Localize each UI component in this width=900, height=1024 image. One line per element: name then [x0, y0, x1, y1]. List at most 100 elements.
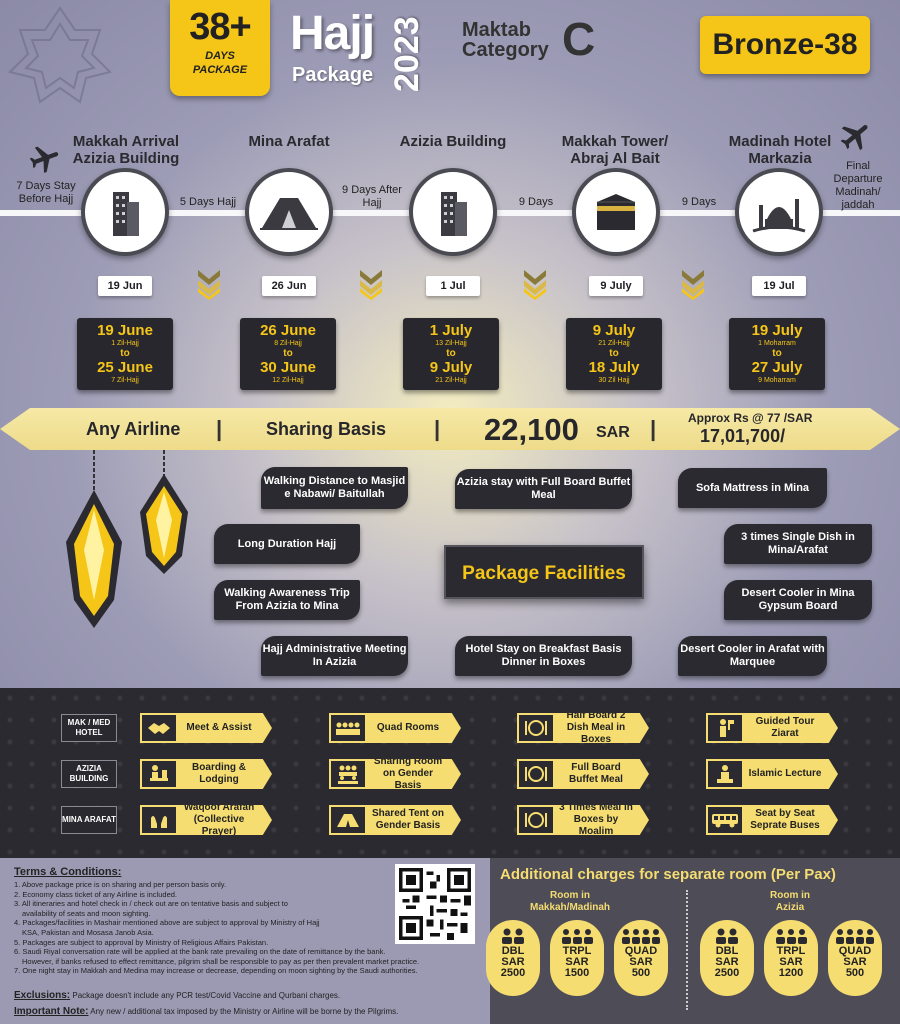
room-amount: 500 [845, 967, 865, 979]
range-to-word: to [772, 348, 782, 359]
stop-circle-madinah-hotel [735, 168, 823, 256]
stop-circle-makkah-arrival [81, 168, 169, 256]
terms-list: 1. Above package price is on sharing and… [14, 880, 494, 976]
room-makkah-madinah-label: Room in Makkah/Madinah [529, 890, 611, 913]
date-range-box-3: 1 July 13 Zil-Hajj to 9 July 21 Zil-Hajj [403, 318, 499, 390]
stop-title-madinah-hotel: Madinah Hotel Markazia [728, 133, 832, 167]
room-option-trpl-azizia: TRPL SAR 1200 [764, 920, 818, 996]
range-to: 27 July [751, 359, 803, 376]
qr-code[interactable] [395, 864, 475, 944]
terms-item: 5. Packages are subject to approval by M… [14, 937, 269, 947]
room-option-quad-azizia: QUAD SAR 500 [828, 920, 882, 996]
service-full-board: Full Board Buffet Meal [517, 759, 649, 789]
plate-icon [519, 715, 553, 741]
room-type: TRPL [562, 945, 592, 957]
qr-code-icon [399, 868, 471, 940]
room-currency: SAR [779, 956, 803, 968]
building-icon [113, 192, 139, 236]
terms-item: KSA, Pakistan and Mosasa Janob Asia. [22, 927, 154, 937]
terms-item: 1. Above package price is on sharing and… [14, 880, 227, 889]
before-hajj-label: 7 Days Stay Before Hajj [16, 180, 76, 205]
room-amount: 1200 [778, 967, 804, 979]
range-to: 9 July [429, 359, 473, 376]
room-type: DBL [501, 945, 525, 957]
room-currency: SAR [629, 956, 653, 968]
stop-circle-azizia [409, 168, 497, 256]
bus-icon [708, 807, 742, 833]
package-tier-badge: Bronze-38 [700, 16, 870, 74]
airplane-departure-icon [840, 125, 868, 151]
stop-title-makkah-tower: Makkah Tower/ Abraj Al Bait [561, 133, 669, 167]
guide-icon [708, 715, 742, 741]
service-buses: Seat by Seat Seprate Buses [706, 805, 838, 835]
row-label-azizia: AZIZIA BUILDING [61, 760, 117, 788]
days-package-badge: 38+ DAYS PACKAGE [170, 0, 270, 96]
important-note-text: Any new / additional tax imposed by the … [90, 1007, 399, 1016]
range-to-hijri: 12 Zil-Hajj [272, 377, 304, 384]
service-half-board: Half Board 2 Dish Meal in Boxes [517, 713, 649, 743]
facility-desert-cooler-mina: Desert Cooler in Mina Gypsum Board [724, 580, 872, 620]
chevron-down-icon [682, 270, 704, 300]
terms-title: Terms & Conditions: [14, 866, 122, 878]
important-note-label: Important Note: [14, 1006, 89, 1017]
terms-item: 3. All itineraries and hotel check in / … [14, 899, 288, 909]
stop-circle-makkah-tower [572, 168, 660, 256]
separator: | [434, 416, 441, 441]
islamic-star-pattern-icon [8, 6, 112, 104]
range-to: 25 June [97, 359, 153, 376]
range-from: 19 June [97, 322, 153, 339]
room-currency: SAR [501, 956, 525, 968]
chevron-down-icon [524, 270, 546, 300]
sharing-label: Sharing Basis [266, 419, 387, 439]
room-type: DBL [715, 945, 739, 957]
range-to: 30 June [260, 359, 316, 376]
range-from: 26 June [260, 322, 316, 339]
important-note: Important Note: Any new / additional tax… [14, 1006, 398, 1017]
airline-label: Any Airline [86, 419, 181, 439]
facility-awareness-trip: Walking Awareness Trip From Azizia to Mi… [214, 580, 360, 620]
date-range-box-1: 19 June 1 Zil-Hajj to 25 June 7 Zil-Hajj [77, 318, 173, 390]
row-label-mina: MINA ARAFAT [61, 806, 117, 834]
facility-walking-distance: Walking Distance to Masjid e Nabawi/ Bai… [261, 467, 408, 509]
people-icon [331, 715, 365, 741]
days-label: DAYS [205, 50, 235, 62]
people-icon [622, 929, 660, 944]
page-title: Hajj [290, 7, 375, 60]
range-from-hijri: 13 Zil-Hajj [435, 340, 467, 347]
stop-title-azizia: Azizia Building [399, 133, 507, 150]
room-option-quad: QUAD SAR 500 [614, 920, 668, 996]
stop-title-mina-arafat: Mina Arafat [248, 133, 330, 150]
room-option-dbl-azizia: DBL SAR 2500 [700, 920, 754, 996]
facility-single-dish: 3 times Single Dish in Mina/Arafat [724, 524, 872, 564]
airplane-arrival-icon [29, 146, 59, 173]
gap-label-1: 5 Days Hajj [179, 196, 237, 208]
room-option-dbl: DBL SAR 2500 [486, 920, 540, 996]
gap-label-2: 9 Days After Hajj [342, 184, 402, 209]
price-banner [0, 408, 900, 450]
service-three-meals: 3 Times Meal in Boxes by Moalim [517, 805, 649, 835]
people-icon [562, 929, 593, 944]
service-boarding-lodging: Boarding & Lodging [140, 759, 272, 789]
terms-item: 7. One night stay in Makkah and Medina m… [14, 966, 418, 976]
kaaba-icon [597, 194, 635, 230]
tent-icon [331, 807, 365, 833]
service-guided-tour: Guided Tour Ziarat [706, 713, 838, 743]
plate-icon [519, 761, 553, 787]
approx-rate-label: Approx Rs @ 77 /SAR [688, 411, 813, 425]
room-type: QUAD [624, 945, 658, 957]
room-amount: 1500 [564, 967, 590, 979]
date-pill-3: 1 Jul [426, 276, 480, 296]
package-facilities-title: Package Facilities [444, 545, 644, 599]
facility-azizia-stay: Azizia stay with Full Board Buffet Meal [455, 469, 632, 509]
date-pill-1: 19 Jun [98, 276, 152, 296]
terms-item: 4. Packages/facilities in Mashair mentio… [14, 918, 320, 928]
package-label: PACKAGE [192, 64, 248, 76]
separator: | [650, 416, 657, 441]
range-from-hijri: 21 Zil-Hajj [598, 340, 630, 347]
price-currency: SAR [596, 424, 630, 441]
handshake-icon [142, 715, 176, 741]
range-from: 19 July [751, 322, 803, 339]
people-icon [716, 928, 738, 944]
terms-item: 6. Saudi Riyal conversation rate will be… [14, 947, 386, 957]
room-currency: SAR [843, 956, 867, 968]
